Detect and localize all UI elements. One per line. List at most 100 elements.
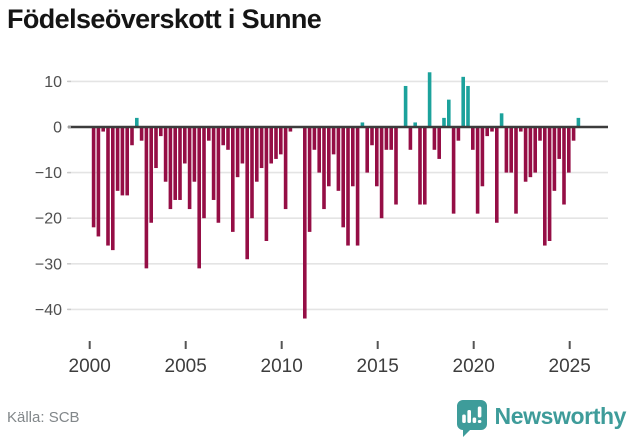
bar-negative xyxy=(355,127,360,246)
bar-negative xyxy=(341,127,345,228)
y-tick-label: −20 xyxy=(35,211,62,228)
bar-negative xyxy=(562,127,566,205)
bar-negative xyxy=(552,127,557,191)
bar-negative xyxy=(533,127,537,173)
bar-negative xyxy=(231,127,235,232)
bar-negative xyxy=(504,127,509,173)
bar-negative xyxy=(264,127,269,241)
bar-negative xyxy=(183,127,187,164)
x-tick-label: 2005 xyxy=(165,356,207,377)
bar-positive xyxy=(360,122,365,127)
bar-negative xyxy=(240,127,245,164)
bar-negative xyxy=(159,127,163,137)
bar-negative xyxy=(91,127,96,228)
y-tick-label: −30 xyxy=(35,256,62,273)
bar-positive xyxy=(466,85,470,127)
bar-negative xyxy=(365,127,369,173)
newsworthy-badge-icon xyxy=(456,400,487,437)
bar-negative xyxy=(312,127,317,150)
birth-surplus-chart: 10 0 −10 −20 −30 −40 2000 2005 2010 2015 2020 2025 xyxy=(35,72,608,377)
bar-negative xyxy=(432,127,437,150)
bar-negative xyxy=(192,127,197,182)
bar-negative xyxy=(168,127,173,210)
bar-negative xyxy=(154,127,158,169)
bar-negative xyxy=(125,127,129,196)
bar-negative xyxy=(288,127,293,132)
bar-negative xyxy=(178,127,182,200)
bar-negative xyxy=(509,127,513,173)
bar-negative xyxy=(163,127,168,182)
bar-positive xyxy=(499,113,504,127)
bar-negative xyxy=(149,127,153,223)
bar-negative xyxy=(144,127,149,269)
bar-negative xyxy=(547,127,552,241)
bar-negative xyxy=(423,127,427,205)
bar-negative xyxy=(331,127,336,155)
bar-negative xyxy=(346,127,350,246)
chart-title: Födelseöverskott i Sunne xyxy=(7,4,322,34)
newsworthy-logo-text: Newsworthy xyxy=(494,402,627,429)
bar-positive xyxy=(447,99,451,127)
bar-negative xyxy=(557,127,561,159)
bar-negative xyxy=(96,127,101,237)
bar-negative xyxy=(567,127,571,173)
bar-positive xyxy=(413,122,417,127)
bar-negative xyxy=(245,127,249,260)
bar-negative xyxy=(187,127,192,210)
bar-negative xyxy=(322,127,326,210)
bar-positive xyxy=(135,117,139,127)
bar-negative xyxy=(394,127,398,205)
bar-negative xyxy=(571,127,576,141)
bar-negative xyxy=(451,127,456,214)
bar-negative xyxy=(283,127,288,210)
newsworthy-logo: Newsworthy xyxy=(456,398,626,438)
bar-negative xyxy=(101,127,105,132)
bar-negative xyxy=(211,127,216,200)
bar-negative xyxy=(471,127,475,150)
bar-negative xyxy=(279,127,283,155)
bar-negative xyxy=(370,127,374,146)
bar-negative xyxy=(379,127,384,219)
x-tick-label: 2010 xyxy=(261,356,303,377)
bar-negative xyxy=(111,127,115,251)
bar-negative xyxy=(303,127,307,319)
bar-positive xyxy=(427,72,432,127)
bar-negative xyxy=(106,127,110,246)
bar-negative xyxy=(490,127,494,132)
bar-negative xyxy=(120,127,125,196)
x-tick-label: 2000 xyxy=(69,356,111,377)
y-tick-label: −10 xyxy=(35,165,62,182)
bar-negative xyxy=(235,127,240,178)
y-tick-label: 10 xyxy=(44,74,62,91)
bar-positive xyxy=(461,76,465,127)
bar-negative xyxy=(523,127,528,182)
bar-negative xyxy=(519,127,523,132)
bar-negative xyxy=(528,127,533,178)
bar-negative xyxy=(389,127,393,150)
bar-negative xyxy=(274,127,278,159)
x-tick-label: 2020 xyxy=(453,356,495,377)
bar-negative xyxy=(351,127,355,187)
bar-negative xyxy=(485,127,489,137)
bar-positive xyxy=(442,117,446,127)
x-tick-label: 2015 xyxy=(357,356,399,377)
bar-negative xyxy=(475,127,480,214)
bar-negative xyxy=(456,127,461,141)
source-label: Källa: SCB xyxy=(7,409,80,426)
bar-negative xyxy=(226,127,230,150)
bar-negative xyxy=(317,127,321,173)
bar-positive xyxy=(403,85,408,127)
bar-negative xyxy=(173,127,177,200)
bar-negative xyxy=(375,127,379,187)
bar-negative xyxy=(197,127,201,269)
bar-negative xyxy=(115,127,120,191)
x-tick-label: 2025 xyxy=(549,356,591,377)
bar-negative xyxy=(307,127,312,232)
y-tick-label: 0 xyxy=(53,120,62,137)
bar-negative xyxy=(437,127,441,159)
bar-negative xyxy=(255,127,259,182)
bar-negative xyxy=(327,127,331,187)
bar-negative xyxy=(250,127,254,219)
bar-negative xyxy=(130,127,134,146)
